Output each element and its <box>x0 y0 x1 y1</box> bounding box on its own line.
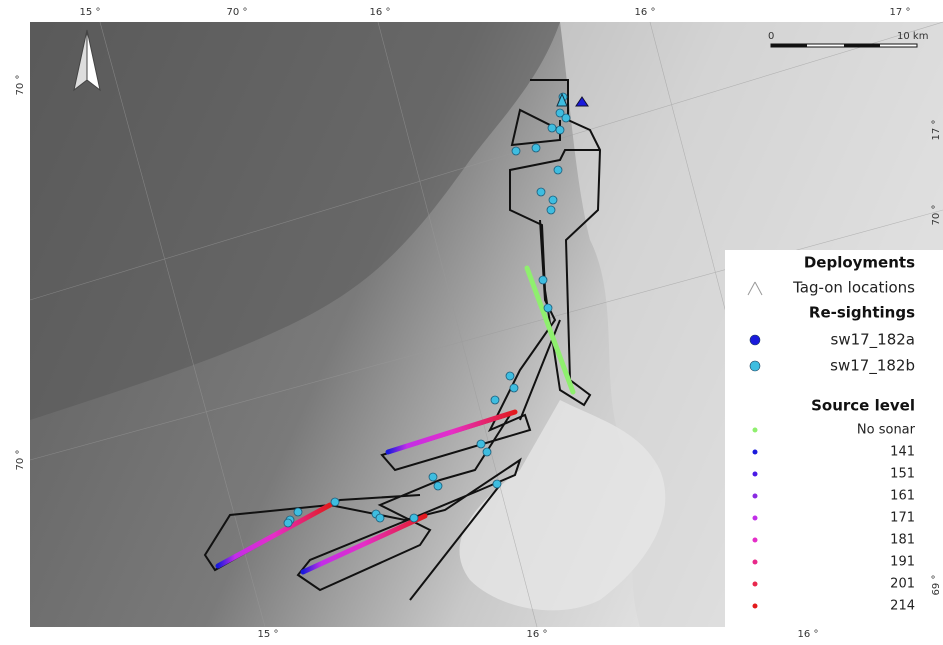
coordinate-label: 70 ° <box>227 7 248 18</box>
legend-symbol <box>753 516 758 521</box>
legend-label: sw17_182a <box>831 331 916 350</box>
legend-label: No sonar <box>857 423 916 438</box>
coordinate-label: 16 ° <box>527 629 548 640</box>
legend-label: 181 <box>890 533 915 548</box>
scale-label: 0 <box>768 31 774 42</box>
scale-label: 10 km <box>897 31 928 42</box>
legend-symbol <box>753 560 758 565</box>
legend-symbol <box>753 472 758 477</box>
coordinate-label: 17 ° <box>890 7 911 18</box>
coordinate-label: 16 ° <box>798 629 819 640</box>
legend-label: Tag-on locations <box>792 279 915 297</box>
coordinate-label: 16 ° <box>370 7 391 18</box>
legend-symbol <box>753 450 758 455</box>
legend-label: 214 <box>890 599 915 614</box>
coordinate-label: 15 ° <box>80 7 101 18</box>
legend-symbol <box>750 361 760 371</box>
legend-label: 141 <box>890 445 915 460</box>
map: 0 10 km 15 ° 70 ° 16 ° 16 ° 17 ° 15 ° 16 ° 16 °… <box>0 0 943 641</box>
legend-label: 201 <box>890 577 915 592</box>
legend-title: Deployments <box>804 254 915 272</box>
map-frame: 0 10 km <box>30 22 943 627</box>
coordinate-label: 69 ° <box>931 575 942 596</box>
coordinate-label: 15 ° <box>258 629 279 640</box>
legend-symbol <box>750 335 760 345</box>
legend-symbol <box>753 604 758 609</box>
legend-title: Re-sightings <box>809 304 915 322</box>
legend-label: 191 <box>890 555 915 570</box>
legend-title: Source level <box>811 397 915 415</box>
coordinate-label: 70 ° <box>15 450 26 471</box>
coordinate-label: 70 ° <box>15 75 26 96</box>
legend-label: 171 <box>890 511 915 526</box>
legend-label: 151 <box>890 467 915 482</box>
legend-symbol <box>753 538 758 543</box>
coordinate-label: 16 ° <box>635 7 656 18</box>
coordinate-label: 70 ° <box>931 205 942 226</box>
legend-label: 161 <box>890 489 915 504</box>
legend-symbol <box>753 428 758 433</box>
coordinate-label: 17 ° <box>931 120 942 141</box>
legend-symbol <box>753 582 758 587</box>
legend-label: sw17_182b <box>830 357 915 376</box>
legend-symbol <box>753 494 758 499</box>
